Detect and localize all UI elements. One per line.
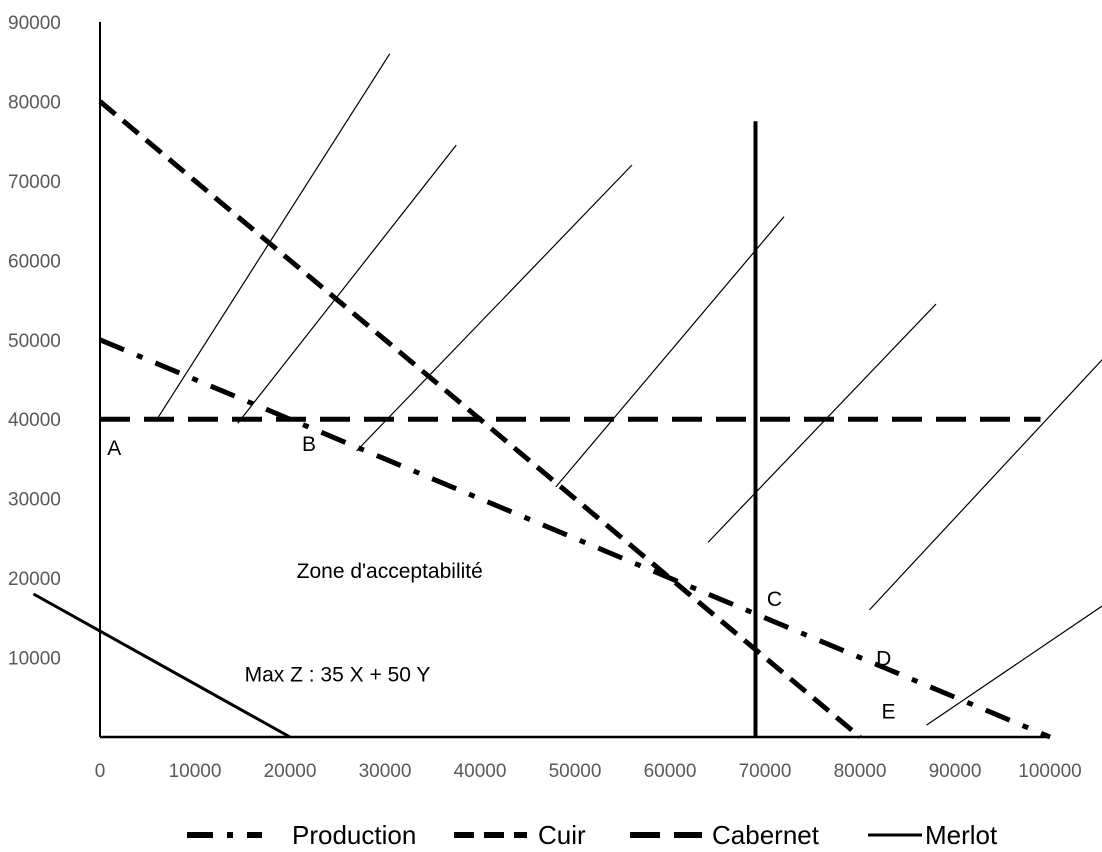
x-tick-label: 80000 (834, 761, 887, 782)
annotation-layer: A B C D E Zone d'acceptabilité Max Z : 35 X + … (107, 433, 895, 724)
y-tick-label: 60000 (8, 251, 61, 272)
legend-label-cuir: Cuir (538, 820, 586, 850)
y-tick-label: 50000 (8, 331, 61, 352)
x-tick-label: 90000 (929, 761, 982, 782)
y-tick-label: 90000 (8, 13, 61, 34)
y-tick-label: 10000 (8, 649, 61, 670)
x-tick-label: 10000 (169, 761, 222, 782)
legend-label-cabernet: Cabernet (712, 820, 820, 850)
y-tick-label: 80000 (8, 92, 61, 113)
annotation-label: C (767, 588, 782, 611)
x-tick-label: 0 (95, 761, 106, 782)
x-tick-label: 50000 (549, 761, 602, 782)
x-tick-label: 70000 (739, 761, 792, 782)
annotation-label: A (107, 437, 121, 460)
hatch-line-1 (156, 53, 391, 420)
y-tick-label: 20000 (8, 569, 61, 590)
hatch-line-5 (707, 303, 937, 543)
hatch-line-3 (356, 164, 633, 452)
x-tick-label: 30000 (359, 761, 412, 782)
legend: Production Cuir Cabernet Merlot (187, 820, 998, 850)
y-tick-label: 30000 (8, 490, 61, 511)
annotation-label: D (876, 648, 891, 671)
annotation-label: Max Z : 35 X + 50 Y (245, 663, 431, 686)
hatch-layer (32, 53, 1102, 739)
x-tick-label: 60000 (644, 761, 697, 782)
hatch-line-7 (926, 605, 1102, 726)
y-tick-label: 70000 (8, 172, 61, 193)
objective-line (32, 592, 291, 739)
hatch-line-2 (237, 144, 457, 424)
series-production-line (99, 337, 1051, 740)
y-tick-label: 40000 (8, 410, 61, 431)
legend-label-merlot: Merlot (925, 820, 998, 850)
series-layer (98, 99, 1051, 740)
hatch-line-4 (555, 216, 785, 488)
annotation-label: E (881, 701, 895, 724)
annotation-label: Zone d'acceptabilité (297, 560, 483, 583)
annotation-label: B (302, 433, 316, 456)
x-tick-label: 40000 (454, 761, 507, 782)
x-tick-label: 100000 (1018, 761, 1081, 782)
hatch-line-6 (869, 359, 1102, 611)
x-tick-label: 20000 (264, 761, 317, 782)
legend-label-production: Production (292, 820, 416, 850)
axis-layer: 0 10000 20000 30000 40000 50000 60000 70000 8000… (8, 13, 1082, 782)
